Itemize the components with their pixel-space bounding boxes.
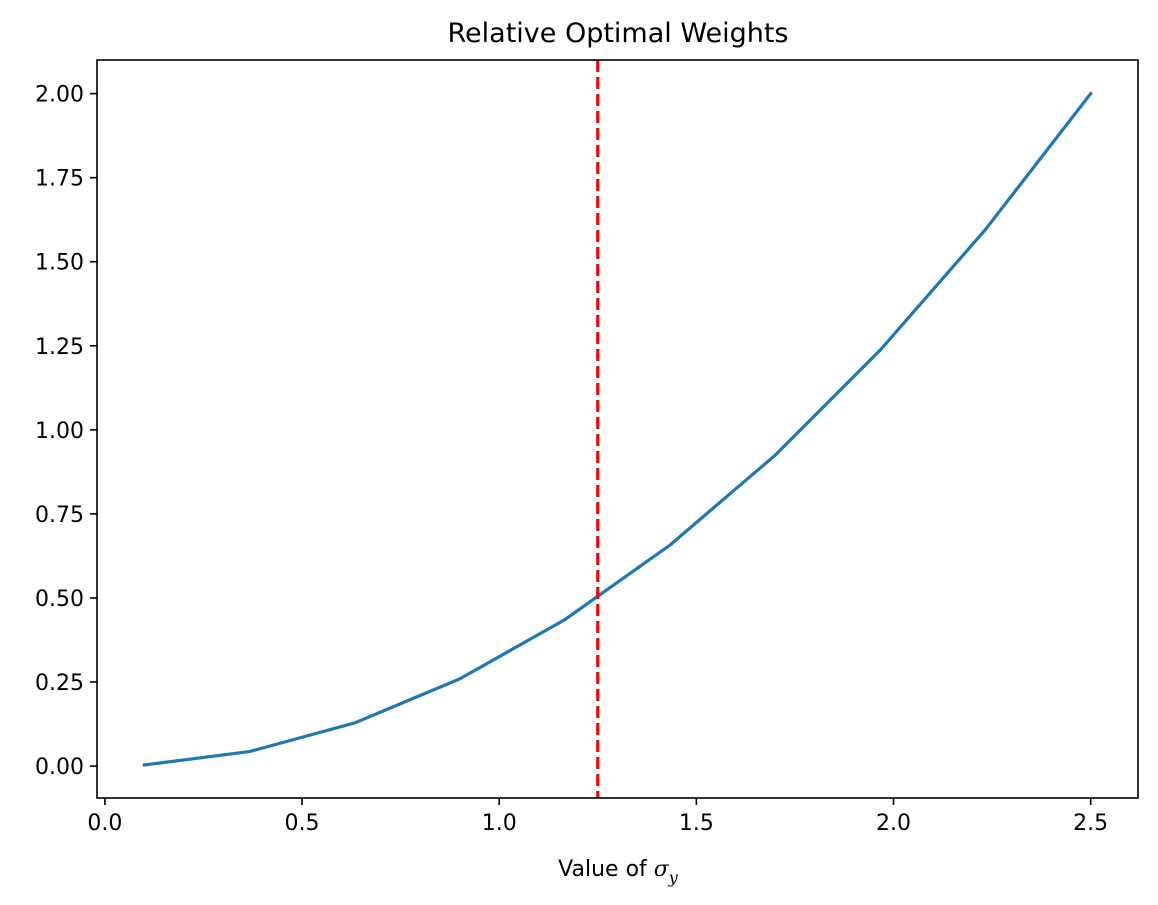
x-tick-label: 0.0 [87, 811, 122, 836]
x-axis-label: Value of σy [558, 857, 679, 887]
x-axis-label-subscript: y [668, 868, 679, 887]
y-tick-label: 0.50 [35, 587, 84, 612]
y-tick-label: 0.25 [35, 671, 84, 696]
chart-title: Relative Optimal Weights [447, 18, 788, 49]
y-tick-label: 1.75 [35, 167, 84, 192]
x-tick-label: 0.5 [285, 811, 320, 836]
y-tick-label: 0.75 [35, 503, 84, 528]
y-axis: 0.00 0.25 0.50 0.75 1.00 1.25 1.50 1.75 2.00 [35, 83, 97, 780]
series-layer [142, 91, 1093, 767]
plot-area [96, 59, 1139, 799]
x-axis: 0.0 0.5 1.0 1.5 2.0 2.5 [87, 798, 1108, 836]
y-tick-label: 2.00 [35, 83, 84, 108]
y-tick-label: 1.00 [35, 419, 84, 444]
axes-frame [96, 59, 1139, 799]
x-tick-label: 2.0 [876, 811, 911, 836]
series-line-0 [142, 91, 1093, 767]
y-tick-label: 0.00 [35, 755, 84, 780]
axes-background [97, 60, 1138, 798]
x-tick-label: 1.5 [679, 811, 714, 836]
x-tick-label: 2.5 [1073, 811, 1108, 836]
y-tick-label: 1.25 [35, 335, 84, 360]
x-tick-label: 1.0 [482, 811, 517, 836]
x-axis-label-prefix: Value of [558, 857, 654, 882]
x-axis-label-symbol: σ [654, 857, 670, 882]
y-tick-label: 1.50 [35, 251, 84, 276]
